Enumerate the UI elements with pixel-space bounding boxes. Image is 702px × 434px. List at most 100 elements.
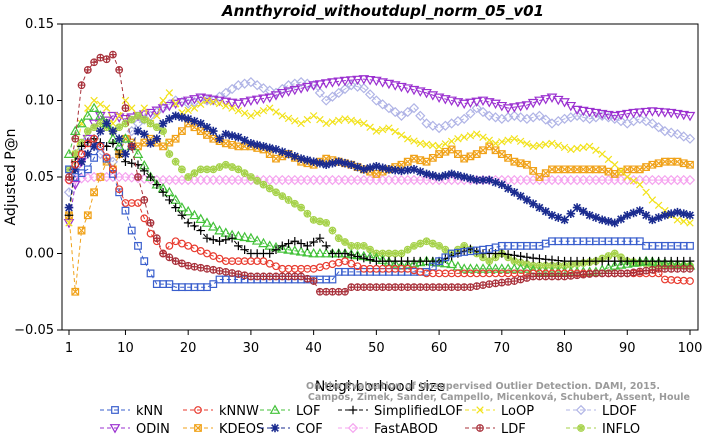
point-marker <box>604 269 613 278</box>
point-marker <box>308 247 319 258</box>
point-marker <box>547 255 557 265</box>
point-marker <box>264 93 276 103</box>
point-marker <box>353 252 362 261</box>
point-marker <box>666 127 677 138</box>
point-marker <box>203 249 211 258</box>
point-marker <box>314 80 326 90</box>
point-marker <box>196 127 205 135</box>
point-marker <box>427 120 438 131</box>
point-marker <box>529 166 538 175</box>
point-marker <box>240 271 249 280</box>
point-marker <box>390 165 400 175</box>
point-marker <box>510 277 519 285</box>
point-marker <box>90 58 98 67</box>
point-marker <box>358 75 370 85</box>
point-marker <box>114 134 124 144</box>
point-marker <box>316 217 324 226</box>
point-marker <box>77 226 86 235</box>
point-marker <box>672 129 683 140</box>
point-marker <box>309 237 318 247</box>
point-marker <box>247 272 255 281</box>
point-marker <box>139 129 149 139</box>
point-marker <box>465 98 476 109</box>
point-marker <box>328 275 337 284</box>
point-marker <box>383 79 395 90</box>
point-marker <box>189 209 200 220</box>
point-marker <box>127 158 137 168</box>
point-marker <box>610 170 619 178</box>
point-marker <box>654 159 663 168</box>
point-marker <box>277 241 287 251</box>
x-tick-label: 90 <box>619 341 636 356</box>
point-marker <box>348 405 358 415</box>
point-marker <box>360 119 368 128</box>
point-marker <box>107 111 119 122</box>
legend-label: LOF <box>296 404 321 419</box>
point-marker <box>647 118 658 129</box>
legend-label: kNNW <box>219 404 259 419</box>
point-marker <box>341 287 349 296</box>
point-marker <box>208 126 218 136</box>
point-marker <box>680 217 688 226</box>
point-marker <box>296 239 306 248</box>
point-marker <box>228 140 236 149</box>
y-tick-label: 0.15 <box>25 17 54 32</box>
point-marker <box>553 213 563 222</box>
point-marker <box>353 162 362 172</box>
point-marker <box>152 180 162 189</box>
point-marker <box>283 244 294 254</box>
legend-item-simplifiedlof: SimplifiedLOF <box>338 404 463 419</box>
legend-label: kNN <box>136 404 163 419</box>
point-marker <box>252 140 262 150</box>
legend-label: FastABOD <box>374 422 438 434</box>
point-marker <box>385 249 393 258</box>
point-marker <box>434 172 444 182</box>
point-marker <box>220 97 232 108</box>
point-marker <box>164 101 175 112</box>
x-tick-label: 30 <box>243 341 260 356</box>
point-marker <box>272 188 280 197</box>
point-marker <box>516 191 525 201</box>
point-marker <box>428 283 437 291</box>
point-marker <box>503 250 513 259</box>
point-marker <box>484 110 495 121</box>
point-marker <box>478 175 488 185</box>
point-marker <box>159 249 167 258</box>
point-marker <box>560 143 569 152</box>
point-marker <box>190 104 199 112</box>
watermark-line-1: Campos, Zimek, Sander, Campello, Micenko… <box>308 392 690 403</box>
point-marker <box>309 277 318 285</box>
point-marker <box>309 157 318 166</box>
point-marker <box>428 239 437 248</box>
point-marker <box>215 99 224 108</box>
point-marker <box>90 96 98 105</box>
point-marker <box>397 283 406 291</box>
point-marker <box>371 95 382 106</box>
point-marker <box>189 95 200 105</box>
point-marker <box>234 241 243 251</box>
point-marker <box>247 173 255 181</box>
point-marker <box>102 55 111 64</box>
point-marker <box>190 244 199 253</box>
series-line <box>68 92 691 224</box>
point-marker <box>239 231 250 242</box>
point-marker <box>422 283 431 291</box>
point-marker <box>195 93 207 103</box>
point-marker <box>378 283 387 291</box>
point-marker <box>284 149 293 159</box>
point-marker <box>465 263 476 273</box>
point-marker <box>491 279 500 288</box>
point-marker <box>483 263 495 273</box>
point-marker <box>490 112 501 123</box>
point-marker <box>320 79 332 89</box>
point-marker <box>120 114 131 125</box>
point-marker <box>391 127 399 136</box>
point-marker <box>77 81 86 90</box>
point-marker <box>183 114 193 124</box>
point-marker <box>453 171 463 180</box>
point-marker <box>604 167 613 176</box>
series-simplifiedlof <box>64 134 695 266</box>
point-marker <box>415 110 426 121</box>
point-marker <box>90 153 98 162</box>
point-marker <box>447 145 456 154</box>
